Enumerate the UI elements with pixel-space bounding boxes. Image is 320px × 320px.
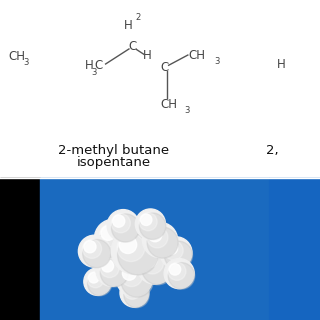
Circle shape <box>165 242 178 254</box>
Text: H: H <box>85 59 93 72</box>
Text: CH: CH <box>189 49 206 61</box>
Circle shape <box>143 253 157 268</box>
Text: 3: 3 <box>214 57 220 66</box>
Circle shape <box>111 214 131 233</box>
Circle shape <box>124 282 149 308</box>
Circle shape <box>83 239 102 259</box>
Circle shape <box>120 278 149 307</box>
Circle shape <box>117 234 145 261</box>
Text: 3: 3 <box>185 106 190 115</box>
Text: C: C <box>94 59 103 72</box>
Circle shape <box>100 224 133 258</box>
Circle shape <box>100 259 128 287</box>
Circle shape <box>141 252 164 274</box>
Circle shape <box>125 283 136 294</box>
Circle shape <box>117 234 158 275</box>
Circle shape <box>100 259 119 278</box>
Text: C: C <box>161 61 169 74</box>
Circle shape <box>89 273 99 283</box>
Circle shape <box>148 228 162 242</box>
Circle shape <box>99 224 122 247</box>
Text: 3: 3 <box>23 58 28 67</box>
Text: 2-methyl butane: 2-methyl butane <box>58 144 169 157</box>
Circle shape <box>94 219 133 258</box>
Circle shape <box>142 252 174 285</box>
Circle shape <box>142 222 178 258</box>
Circle shape <box>140 213 166 239</box>
Circle shape <box>101 226 116 240</box>
Text: 3: 3 <box>91 68 97 76</box>
Circle shape <box>164 259 194 289</box>
Text: H: H <box>143 49 152 61</box>
Circle shape <box>137 247 174 284</box>
Circle shape <box>147 227 168 248</box>
Circle shape <box>84 241 96 253</box>
Circle shape <box>168 262 186 280</box>
Circle shape <box>139 213 157 231</box>
Text: C: C <box>129 40 137 53</box>
Circle shape <box>96 254 128 286</box>
Text: isopentane: isopentane <box>76 156 151 169</box>
Circle shape <box>140 214 152 226</box>
Circle shape <box>112 214 140 242</box>
Circle shape <box>160 237 192 269</box>
Circle shape <box>111 228 157 274</box>
Circle shape <box>101 260 114 272</box>
Circle shape <box>135 209 165 239</box>
Bar <box>269 178 320 320</box>
Text: CH: CH <box>160 98 177 110</box>
Circle shape <box>87 271 104 288</box>
Text: H: H <box>277 58 286 70</box>
Circle shape <box>78 235 110 267</box>
Circle shape <box>107 210 139 242</box>
Circle shape <box>121 265 153 297</box>
Bar <box>0 178 40 320</box>
Circle shape <box>113 215 125 227</box>
Circle shape <box>164 241 193 269</box>
Text: 2: 2 <box>136 13 141 22</box>
Circle shape <box>84 268 111 295</box>
Text: 2,: 2, <box>266 144 278 157</box>
Circle shape <box>169 264 181 275</box>
Circle shape <box>122 266 136 280</box>
Circle shape <box>119 236 137 253</box>
Text: CH: CH <box>8 50 25 62</box>
Circle shape <box>164 241 183 260</box>
Circle shape <box>88 272 112 296</box>
Circle shape <box>147 227 178 258</box>
Circle shape <box>121 265 143 287</box>
Bar <box>40 178 269 320</box>
Circle shape <box>168 263 195 289</box>
Circle shape <box>83 239 111 268</box>
Circle shape <box>124 282 141 299</box>
Text: H: H <box>124 19 132 32</box>
Circle shape <box>116 260 153 297</box>
